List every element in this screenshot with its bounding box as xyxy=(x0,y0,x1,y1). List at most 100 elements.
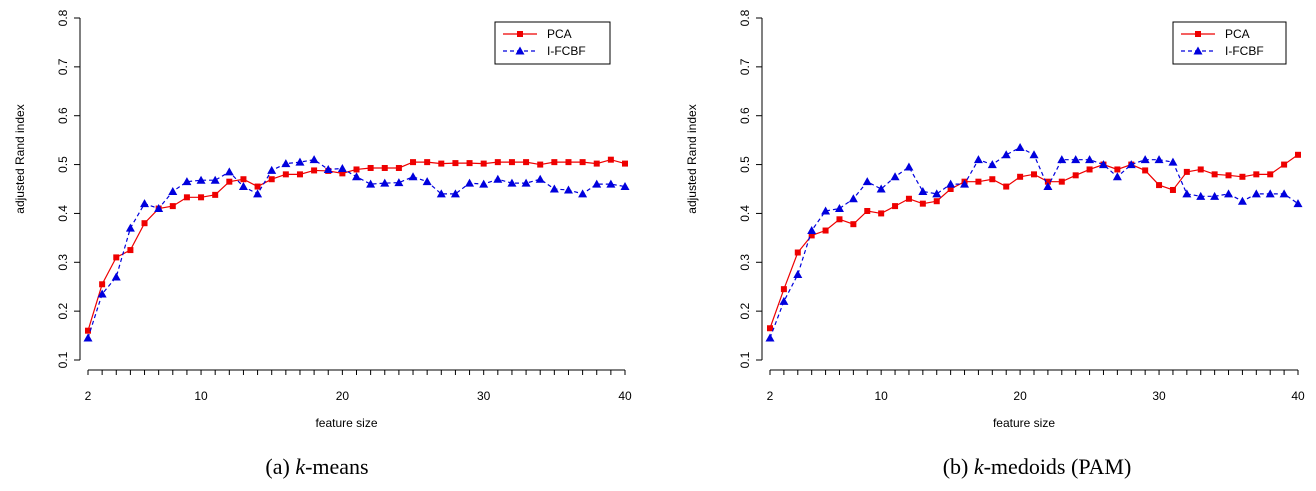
data-point xyxy=(1044,178,1051,185)
data-point xyxy=(450,189,460,198)
data-point xyxy=(198,194,205,201)
data-point xyxy=(808,232,815,239)
caption-suffix: -medoids (PAM) xyxy=(984,454,1132,479)
data-point xyxy=(1279,189,1289,198)
data-point xyxy=(834,204,844,213)
data-point xyxy=(765,333,775,342)
data-point xyxy=(1029,150,1039,159)
legend-marker xyxy=(515,46,525,55)
x-tick-label: 30 xyxy=(1152,389,1166,403)
data-point xyxy=(113,254,120,261)
series-line xyxy=(769,154,1299,329)
data-point xyxy=(1017,173,1024,180)
legend: PCA I-FCBF xyxy=(494,21,611,65)
data-point xyxy=(493,174,503,183)
figure-caption: (b) k-medoids (PAM) xyxy=(943,454,1132,479)
data-point xyxy=(1003,183,1010,190)
data-point xyxy=(622,160,628,167)
x-tick-label: 40 xyxy=(1291,389,1305,403)
x-axis-label: feature size xyxy=(315,416,377,430)
data-point xyxy=(141,220,148,227)
data-point xyxy=(549,184,559,193)
data-point xyxy=(1098,160,1108,169)
data-point xyxy=(1168,157,1178,166)
caption-suffix: -means xyxy=(305,454,369,479)
data-point xyxy=(196,175,206,184)
data-point xyxy=(323,164,333,173)
data-point xyxy=(268,176,275,183)
data-point xyxy=(1086,166,1093,173)
data-point xyxy=(807,226,817,235)
data-point xyxy=(1225,172,1232,179)
data-point xyxy=(267,165,277,174)
data-point xyxy=(947,186,954,192)
y-tick-label: 0.8 xyxy=(738,9,752,26)
chart-panel-b: 0.1 0.2 0.3 0.4 0.5 0.6 0.7 0.8 adjusted Rand in… xyxy=(685,9,1305,479)
data-point xyxy=(607,156,614,163)
data-point xyxy=(1239,173,1246,180)
x-tick-label: 10 xyxy=(874,389,888,403)
series-pca xyxy=(767,151,1301,332)
data-point xyxy=(1043,182,1053,191)
data-point xyxy=(1293,199,1303,208)
data-point xyxy=(1071,155,1081,164)
caption-prefix: (b) xyxy=(943,454,974,479)
data-point xyxy=(1183,168,1190,175)
data-point xyxy=(1253,171,1260,178)
data-point xyxy=(253,189,263,198)
data-point xyxy=(592,179,602,188)
figure-caption: (a) k-means xyxy=(265,454,368,479)
data-point xyxy=(767,325,773,332)
data-point xyxy=(296,171,303,178)
data-point xyxy=(466,160,473,167)
legend-box xyxy=(1172,21,1287,65)
data-point xyxy=(1169,186,1176,193)
data-point xyxy=(1267,171,1274,178)
data-point xyxy=(862,177,872,186)
data-point xyxy=(1058,178,1065,185)
data-point xyxy=(111,272,121,281)
y-tick-label: 0.6 xyxy=(56,107,70,124)
data-point xyxy=(1251,189,1261,198)
legend-marker xyxy=(517,31,523,37)
data-point xyxy=(932,189,942,198)
data-point xyxy=(1112,172,1122,181)
data-point xyxy=(593,160,600,167)
data-point xyxy=(127,247,134,254)
data-point xyxy=(537,161,544,168)
data-point xyxy=(551,159,558,166)
y-tick-label: 0.3 xyxy=(56,254,70,271)
chart-panel-a: 0.1 0.2 0.3 0.4 0.5 0.6 0.7 0.8 adjusted Rand in… xyxy=(13,9,632,479)
x-tick-label: 40 xyxy=(618,389,632,403)
data-point xyxy=(890,172,900,181)
data-point xyxy=(339,170,346,177)
data-point xyxy=(793,270,803,278)
y-tick-label: 0.2 xyxy=(738,302,752,319)
data-point xyxy=(1224,189,1234,198)
data-point xyxy=(97,289,107,298)
data-point xyxy=(226,178,233,185)
data-point xyxy=(85,327,91,334)
data-point xyxy=(1295,151,1301,158)
data-point xyxy=(919,200,926,207)
series-pca xyxy=(85,156,628,334)
data-point xyxy=(395,164,402,171)
data-point xyxy=(876,184,886,193)
data-point xyxy=(210,175,220,184)
y-tick-label: 0.8 xyxy=(56,9,70,26)
data-point xyxy=(1126,160,1136,169)
data-point xyxy=(452,160,459,167)
series-line xyxy=(87,159,626,331)
data-point xyxy=(521,178,531,187)
data-point xyxy=(367,164,374,171)
data-point xyxy=(507,178,517,187)
data-point xyxy=(1015,142,1025,151)
data-point xyxy=(295,157,305,166)
x-tick-label: 2 xyxy=(85,389,92,403)
legend-marker xyxy=(1193,46,1203,55)
data-point xyxy=(904,162,914,171)
data-point xyxy=(281,159,291,168)
x-tick-label: 10 xyxy=(194,389,208,403)
data-point xyxy=(779,296,789,305)
